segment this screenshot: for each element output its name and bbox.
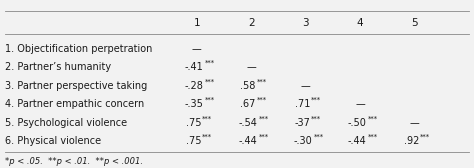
Text: 1: 1: [193, 18, 200, 28]
Text: -.28: -.28: [184, 81, 203, 91]
Text: —: —: [410, 118, 419, 128]
Text: ***: ***: [259, 134, 269, 140]
Text: -.44: -.44: [239, 136, 257, 146]
Text: ***: ***: [420, 134, 430, 140]
Text: 6. Physical violence: 6. Physical violence: [5, 136, 101, 146]
Text: .92: .92: [404, 136, 419, 146]
Text: .75: .75: [186, 118, 201, 128]
Text: .58: .58: [240, 81, 256, 91]
Text: ***: ***: [368, 115, 378, 121]
Text: ***: ***: [311, 115, 321, 121]
Text: -.44: -.44: [348, 136, 366, 146]
Text: —: —: [356, 99, 365, 109]
Text: .67: .67: [240, 99, 256, 109]
Text: —: —: [246, 62, 256, 72]
Text: ***: ***: [205, 60, 215, 66]
Text: ***: ***: [256, 97, 266, 103]
Text: -.30: -.30: [293, 136, 312, 146]
Text: 4: 4: [357, 18, 364, 28]
Text: -.54: -.54: [239, 118, 257, 128]
Text: 1. Objectification perpetration: 1. Objectification perpetration: [5, 44, 152, 54]
Text: ***: ***: [259, 115, 269, 121]
Text: 4. Partner empathic concern: 4. Partner empathic concern: [5, 99, 144, 109]
Text: ***: ***: [205, 97, 215, 103]
Text: ***: ***: [202, 134, 212, 140]
Text: ***: ***: [314, 134, 324, 140]
Text: 2. Partner’s humanity: 2. Partner’s humanity: [5, 62, 111, 72]
Text: .71: .71: [295, 99, 310, 109]
Text: -.41: -.41: [184, 62, 203, 72]
Text: ***: ***: [202, 115, 212, 121]
Text: 3. Partner perspective taking: 3. Partner perspective taking: [5, 81, 147, 91]
Text: 5: 5: [411, 18, 418, 28]
Text: 2: 2: [248, 18, 255, 28]
Text: .75: .75: [186, 136, 201, 146]
Text: —: —: [192, 44, 201, 54]
Text: -37: -37: [295, 118, 310, 128]
Text: 3: 3: [302, 18, 309, 28]
Text: -.50: -.50: [348, 118, 366, 128]
Text: ***: ***: [256, 78, 266, 85]
Text: *p < .05.  **p < .01.  **p < .001.: *p < .05. **p < .01. **p < .001.: [5, 157, 143, 166]
Text: 5. Psychological violence: 5. Psychological violence: [5, 118, 127, 128]
Text: —: —: [301, 81, 310, 91]
Text: ***: ***: [311, 97, 321, 103]
Text: -.35: -.35: [184, 99, 203, 109]
Text: ***: ***: [368, 134, 378, 140]
Text: ***: ***: [205, 78, 215, 85]
